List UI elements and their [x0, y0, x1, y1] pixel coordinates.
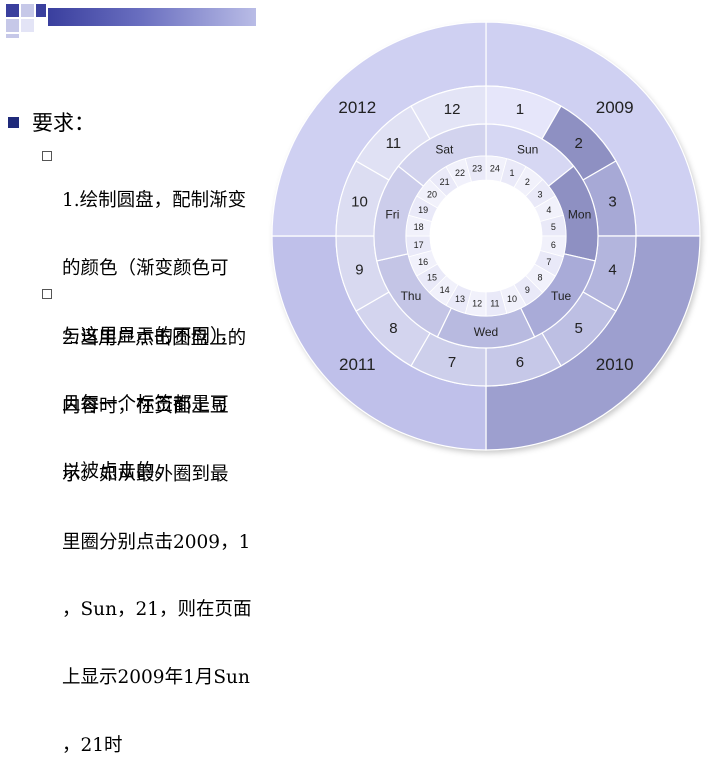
weekday-label[interactable]: Sat [435, 143, 454, 157]
requirement-2-line: ，Sun，21，则在页面 [62, 599, 252, 621]
hour-label[interactable]: 23 [472, 164, 482, 174]
hour-label[interactable]: 3 [537, 190, 542, 200]
hour-label[interactable]: 17 [414, 240, 424, 250]
hour-label[interactable]: 6 [551, 240, 556, 250]
hour-label[interactable]: 2 [525, 177, 530, 187]
hour-label[interactable]: 20 [427, 190, 437, 200]
hour-label[interactable]: 9 [525, 285, 530, 295]
requirement-1-line: 以被点击的。 [62, 461, 174, 483]
hour-label[interactable]: 5 [551, 222, 556, 232]
hour-label[interactable]: 13 [455, 294, 465, 304]
requirement-1-line: 的颜色（渐变颜色可 [62, 257, 229, 279]
hour-label[interactable]: 22 [455, 168, 465, 178]
hour-label[interactable]: 10 [507, 294, 517, 304]
weekday-label[interactable]: Sun [517, 143, 538, 157]
month-label[interactable]: 10 [351, 194, 368, 211]
requirements-title: 要求： [32, 111, 95, 135]
hour-segment[interactable] [464, 155, 487, 183]
hour-label[interactable]: 11 [490, 298, 499, 308]
hour-label[interactable]: 18 [414, 222, 424, 232]
month-label[interactable]: 8 [389, 320, 397, 337]
weekday-label[interactable]: Tue [551, 289, 572, 303]
hour-label[interactable]: 8 [537, 272, 542, 282]
requirement-2-line: 上显示2009年1月Sun [62, 667, 250, 689]
month-label[interactable]: 3 [608, 194, 616, 211]
requirement-2-line: 2.当用户点击圆盘上的 [62, 328, 247, 350]
weekday-label[interactable]: Mon [568, 208, 591, 222]
weekday-label[interactable]: Wed [474, 325, 498, 339]
hour-label[interactable]: 24 [490, 164, 500, 174]
hour-label[interactable]: 15 [427, 272, 437, 282]
sub-bullet-icon [42, 151, 52, 161]
hour-label[interactable]: 16 [418, 257, 428, 267]
requirement-1-line: 与这里显示的不同）， [62, 325, 238, 347]
month-label[interactable]: 11 [386, 135, 402, 152]
requirement-1: 1.绘制圆盘，配制渐变 的颜色（渐变颜色可 与这里显示的不同）， 且每一个标签都… [62, 145, 246, 507]
month-label[interactable]: 12 [444, 101, 461, 118]
hour-label[interactable]: 12 [472, 298, 482, 308]
weekday-label[interactable]: Thu [401, 289, 422, 303]
hour-label[interactable]: 4 [546, 205, 551, 215]
hour-label[interactable]: 7 [546, 257, 551, 267]
month-label[interactable]: 1 [516, 101, 524, 118]
requirement-2-line: 里圈分别点击2009，1 [62, 531, 251, 553]
requirement-1-line: 1.绘制圆盘，配制渐变 [62, 190, 247, 212]
hour-label[interactable]: 19 [418, 205, 428, 215]
month-label[interactable]: 9 [355, 261, 363, 278]
hour-label[interactable]: 1 [510, 168, 515, 178]
requirement-1-line: 且每一个标签都是可 [62, 393, 229, 415]
month-label[interactable]: 7 [448, 354, 456, 371]
requirement-2-line: ，21时 [62, 734, 123, 756]
year-label[interactable]: 2012 [338, 98, 376, 117]
hour-label[interactable]: 21 [440, 177, 450, 187]
sub-bullet-icon [42, 289, 52, 299]
weekday-label[interactable]: Fri [385, 208, 399, 222]
year-label[interactable]: 2011 [339, 355, 376, 374]
requirement-2-line: 内容时，在页面上显 [62, 395, 229, 417]
month-label[interactable]: 6 [516, 354, 524, 371]
header-gradient-bar [48, 8, 256, 26]
requirement-2-line: 示。如从最外圈到最 [62, 463, 229, 485]
month-label[interactable]: 4 [608, 261, 616, 278]
year-label[interactable]: 2010 [596, 355, 634, 374]
bullet-square-icon [8, 117, 19, 128]
hour-label[interactable]: 14 [440, 285, 450, 295]
month-label[interactable]: 2 [574, 135, 582, 152]
year-label[interactable]: 2009 [596, 98, 634, 117]
month-label[interactable]: 5 [574, 320, 582, 337]
